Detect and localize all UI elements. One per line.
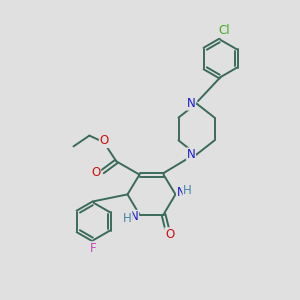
Text: O: O [92,166,100,179]
Text: N: N [130,210,139,224]
Text: N: N [176,185,185,199]
Text: N: N [187,148,196,161]
Text: H: H [183,184,192,197]
Text: N: N [187,97,196,110]
Text: O: O [165,228,174,241]
Text: O: O [100,134,109,148]
Text: F: F [90,242,96,255]
Text: H: H [123,212,132,225]
Text: Cl: Cl [218,24,230,38]
